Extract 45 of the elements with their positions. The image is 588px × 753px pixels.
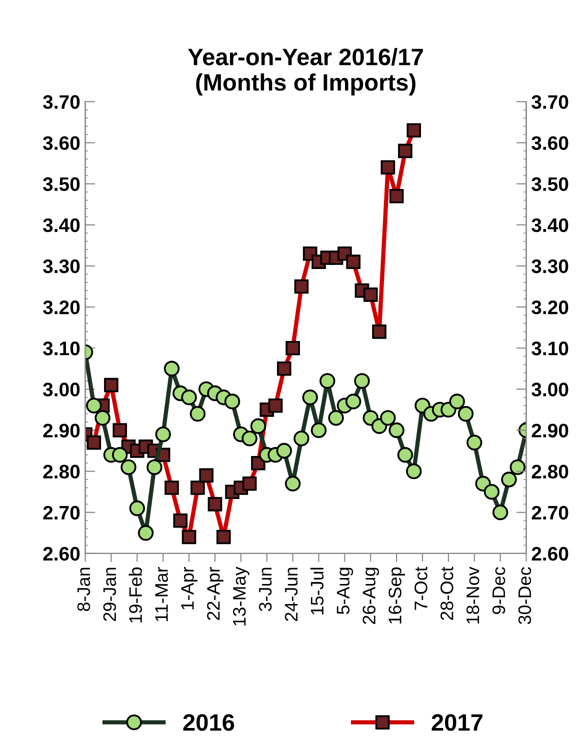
x-tick-label: 15-Jul [310, 568, 324, 614]
y2-tick-label: 3.50 [532, 177, 568, 192]
y-tick-label: 3.30 [43, 259, 80, 274]
x-tick-label: 18-Nov [466, 566, 480, 624]
y2-tick-label: 3.60 [532, 136, 568, 150]
y-tick-label: 2.70 [43, 506, 80, 520]
y2-tick-label: 3.00 [532, 382, 568, 396]
x-tick-label: 29-Jan [103, 568, 116, 621]
x-tick-label: 8-Jan [77, 568, 90, 612]
x-tick-label: 1-Apr [181, 566, 198, 610]
y-tick-label: 3.60 [43, 136, 80, 150]
x-tick-label: 24-Jun [284, 568, 298, 621]
y2-tick-label: 3.10 [532, 342, 568, 356]
x-tick-label: 5-Aug [336, 568, 354, 614]
y2-tick-label: 3.20 [532, 300, 568, 314]
y-tick-label: 3.40 [43, 218, 80, 232]
x-tick-label: 28-Oct [440, 566, 454, 620]
x-tick-label: 13-May [232, 566, 250, 626]
y-tick-label: 2.60 [43, 546, 80, 561]
x-tick-label: 22-Apr [207, 566, 224, 620]
x-tick-label: 19-Feb [128, 567, 142, 622]
chart-title: Year-on-Year 2016/17 (Months of Imports) [188, 48, 423, 96]
y-tick-label: 2.80 [43, 464, 80, 479]
y-tick-label: 3.00 [43, 382, 80, 396]
y2-tick-label: 3.30 [532, 259, 568, 274]
x-tick-label: 16-Sep [388, 567, 405, 624]
y-tick-label: 3.50 [43, 177, 80, 192]
legend-label: 2017 [432, 714, 482, 731]
x-tick-label: 7-Oct [414, 566, 428, 610]
x-tick-label: 9-Dec [492, 567, 506, 614]
y-tick-label: 2.90 [43, 424, 80, 438]
y2-tick-label: 3.40 [532, 218, 568, 232]
y2-tick-label: 2.70 [532, 506, 568, 520]
y-tick-label: 3.20 [43, 300, 80, 314]
x-tick-label: 3-Jun [258, 568, 272, 612]
x-tick-label: 26-Aug [362, 568, 380, 624]
x-tick-label: 30-Dec [518, 567, 532, 624]
y2-tick-label: 2.80 [532, 464, 568, 479]
y-tick-label: 3.10 [43, 342, 80, 356]
y2-tick-label: 2.90 [532, 424, 568, 438]
legend-label: 2016 [183, 714, 234, 731]
x-tick-label: 11-Mar [155, 566, 168, 622]
y2-tick-label: 2.60 [532, 546, 568, 561]
y2-tick-label: 3.70 [532, 95, 568, 109]
y-tick-label: 3.70 [43, 95, 80, 109]
